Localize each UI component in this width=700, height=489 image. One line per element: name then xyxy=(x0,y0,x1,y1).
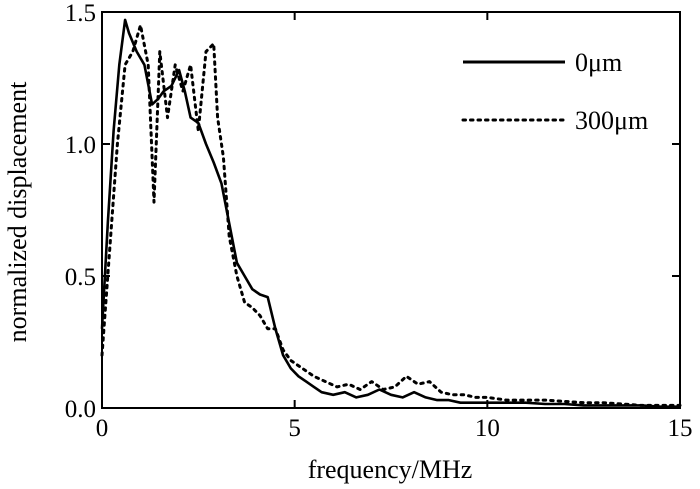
x-tick-label: 5 xyxy=(288,415,301,442)
series-layer xyxy=(100,18,682,409)
y-tick-label: 0.0 xyxy=(65,396,96,423)
x-tick-label: 10 xyxy=(475,415,500,442)
x-tick-label: 15 xyxy=(668,415,693,442)
y-tick-label: 1.5 xyxy=(65,0,96,27)
x-axis-label: frequency/MHz xyxy=(308,455,473,484)
axes-layer xyxy=(101,11,681,409)
y-axis-label: normalized displacement xyxy=(3,81,32,342)
axes-frame xyxy=(101,11,681,409)
y-tick-label: 0.5 xyxy=(65,264,96,291)
ticks-layer: 0 5 10 15 0.0 0.5 1.0 1.5 xyxy=(65,0,693,442)
legend-label: 0μm xyxy=(575,48,622,77)
x-tick-label: 0 xyxy=(96,415,109,442)
legend-label: 300μm xyxy=(575,106,648,135)
y-tick-label: 1.0 xyxy=(65,132,96,159)
series-line-dotted xyxy=(100,23,682,407)
legend: 0μm 300μm xyxy=(461,48,648,135)
series-line-solid xyxy=(100,18,680,409)
